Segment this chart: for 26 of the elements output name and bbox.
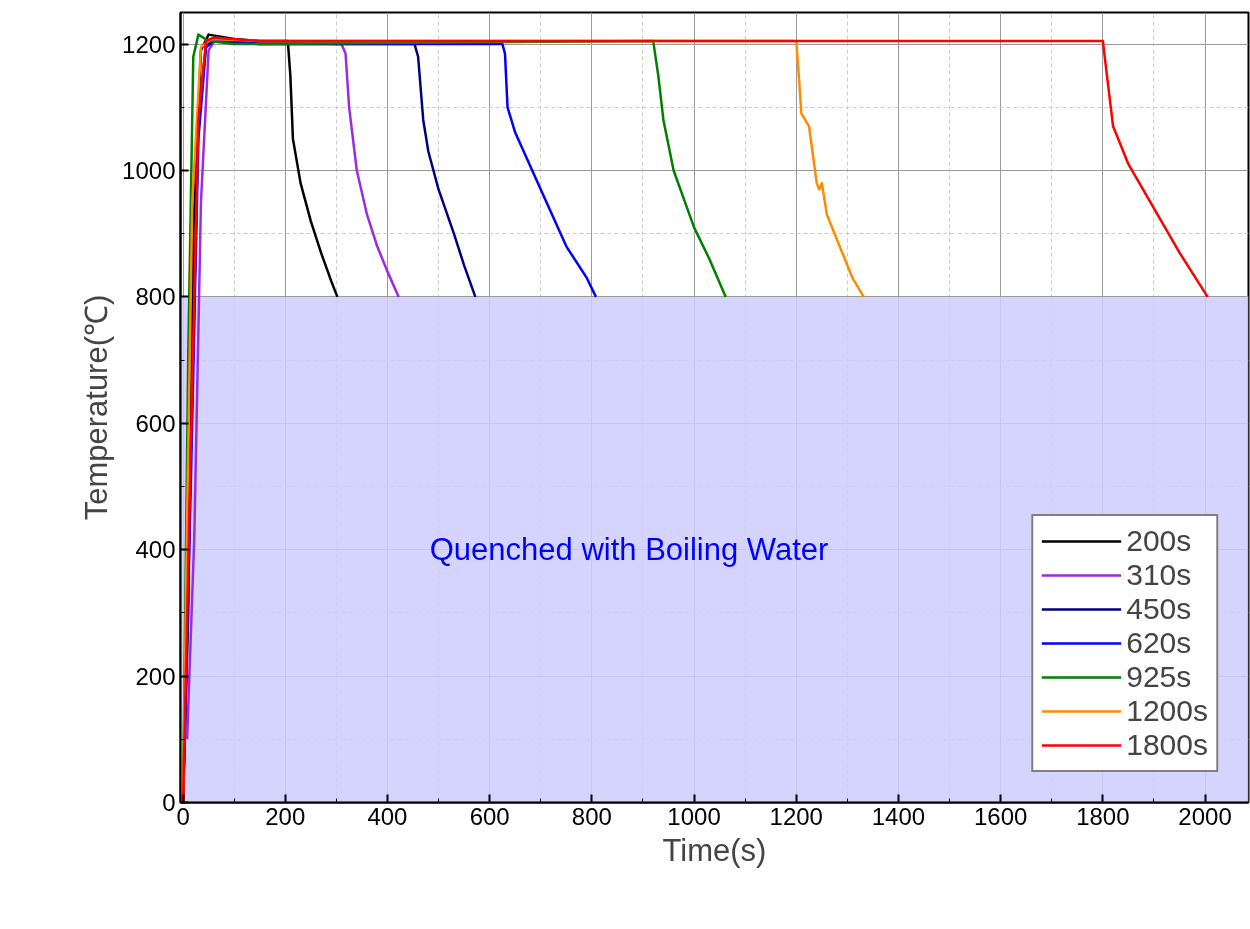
legend-label: 310s xyxy=(1126,558,1192,592)
x-tick-label: 1200 xyxy=(769,802,823,830)
y-tick-label: 400 xyxy=(135,536,176,564)
x-tick-label: 200 xyxy=(265,802,306,830)
x-tick-label: 1800 xyxy=(1076,802,1130,830)
y-tick-label: 200 xyxy=(135,662,176,690)
legend-label: 200s xyxy=(1126,524,1192,558)
x-tick-label: 800 xyxy=(571,802,612,830)
legend-label: 1800s xyxy=(1126,728,1208,762)
legend-label: 450s xyxy=(1126,592,1192,626)
legend-label: 925s xyxy=(1126,660,1192,694)
x-tick-label: 600 xyxy=(469,802,510,830)
x-tick-label: 2000 xyxy=(1178,802,1232,830)
y-tick-label: 1000 xyxy=(122,157,176,184)
y-tick-label: 600 xyxy=(135,409,176,437)
legend-label: 1200s xyxy=(1126,694,1208,728)
band-label: Quenched with Boiling Water xyxy=(429,532,829,568)
x-tick-label: 1600 xyxy=(973,802,1028,830)
y-axis-title: Temperature(℃) xyxy=(79,294,115,521)
x-axis-title: Time(s) xyxy=(662,832,767,868)
y-tick-label: 1200 xyxy=(122,30,176,58)
y-tick-label: 800 xyxy=(135,283,176,311)
x-tick-label: 1400 xyxy=(871,802,926,830)
legend-label: 620s xyxy=(1126,626,1192,660)
x-tick-label: 1000 xyxy=(667,802,721,830)
x-tick-label: 400 xyxy=(367,802,408,830)
